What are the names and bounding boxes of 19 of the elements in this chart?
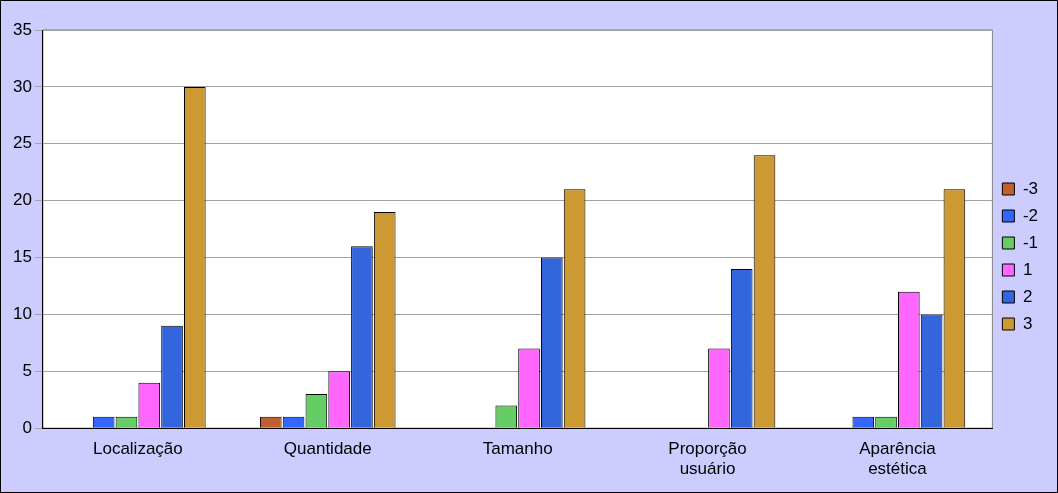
y-tick-label: 0 [22, 417, 32, 437]
y-tick-label: 5 [22, 361, 32, 380]
y-tick-label: 15 [12, 247, 32, 267]
legend-label: 3 [1022, 313, 1033, 333]
y-tick-label: 10 [12, 304, 32, 324]
legend-label: -2 [1022, 205, 1039, 225]
y-tick-label: 35 [12, 19, 32, 39]
legend-label: -1 [1022, 232, 1039, 252]
x-tick-label: Tamanho [482, 439, 553, 459]
x-tick-label: Aparência estética [859, 439, 937, 479]
x-tick-label: Quantidade [283, 439, 372, 459]
legend-label: 1 [1022, 259, 1033, 279]
y-tick-label: 25 [12, 133, 32, 153]
x-tick-label: Localização [92, 439, 183, 459]
y-tick-label: 20 [12, 190, 32, 210]
legend-label: 2 [1022, 286, 1033, 306]
x-tick-label: Proporção usuário [668, 439, 747, 479]
legend-label: -3 [1022, 178, 1039, 198]
y-tick-label: 30 [12, 76, 32, 96]
